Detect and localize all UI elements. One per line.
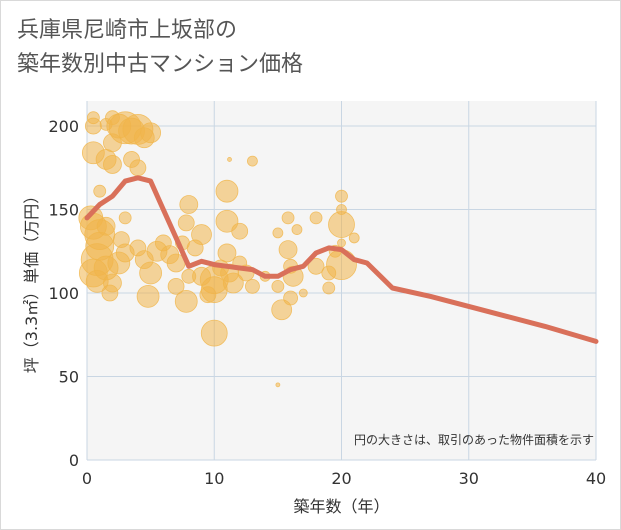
bubble-point <box>84 117 102 135</box>
bubble-point <box>93 184 107 198</box>
chart-title: 兵庫県尼崎市上坂部の 築年数別中古マンション価格 <box>17 14 303 82</box>
bubble-point <box>245 278 260 294</box>
bubble-point <box>307 257 325 275</box>
bubble-point <box>272 227 284 239</box>
bubble-point <box>328 211 355 238</box>
bubble-point <box>222 272 244 294</box>
title-line-2: 築年数別中古マンション価格 <box>17 52 304 77</box>
bubble-point <box>326 249 357 281</box>
bubble-point <box>309 211 323 225</box>
bubble-point <box>278 240 298 260</box>
title-line-1: 兵庫県尼崎市上坂部の <box>17 18 238 43</box>
bubble-point <box>200 319 228 347</box>
bubble-point <box>177 214 195 232</box>
bubble-point <box>271 299 293 321</box>
size-legend-note: 円の大きさは、取引のあった物件面積を示す <box>354 432 594 447</box>
bubble-point <box>227 157 232 162</box>
bubble-point <box>174 289 198 313</box>
y-tick-label: 150 <box>48 201 79 220</box>
x-tick-label: 10 <box>204 469 224 488</box>
bubble-point <box>247 155 258 167</box>
bubble-point <box>191 224 212 245</box>
bubble-point <box>298 288 308 298</box>
bubble-point <box>271 279 285 293</box>
bubble-point <box>139 261 163 285</box>
bubble-point <box>101 284 119 302</box>
average-price-line <box>84 175 599 344</box>
bubble-point <box>217 243 237 263</box>
bubble-point <box>103 155 122 174</box>
bubble-point <box>96 216 116 236</box>
y-axis-title: 坪（3.3㎡）単価（万円） <box>22 188 41 373</box>
bubble-point <box>348 232 360 244</box>
bubble-point <box>215 209 239 233</box>
bubble-point <box>215 179 239 203</box>
y-tick-label: 0 <box>69 451 79 470</box>
bubble-point <box>129 159 147 177</box>
bubble-point <box>291 224 303 235</box>
x-tick-label: 0 <box>82 469 92 488</box>
bubble-point <box>281 211 295 225</box>
bubble-point <box>136 284 160 308</box>
bubble-point <box>283 290 299 306</box>
bubble-point <box>337 238 346 248</box>
x-tick-label: 40 <box>586 469 606 488</box>
y-tick-label: 50 <box>59 368 79 387</box>
x-axis-title: 築年数（年） <box>293 497 389 516</box>
y-tick-label: 200 <box>48 117 79 136</box>
bubble-point <box>167 277 185 295</box>
y-tick-label: 100 <box>48 284 79 303</box>
x-tick-label: 20 <box>331 469 351 488</box>
bubble-point <box>275 382 281 388</box>
bubble-point <box>179 195 199 214</box>
bubble-point <box>322 281 336 295</box>
x-tick-labels: 0 10 20 30 40 <box>82 469 606 488</box>
bubble-point <box>140 122 162 144</box>
x-tick-label: 30 <box>459 469 479 488</box>
bubble-series <box>78 110 360 388</box>
bubble-point <box>231 222 249 240</box>
y-tick-labels: 0 50 100 150 200 <box>48 117 79 470</box>
bubble-point <box>118 211 132 225</box>
bubble-point <box>335 189 348 203</box>
